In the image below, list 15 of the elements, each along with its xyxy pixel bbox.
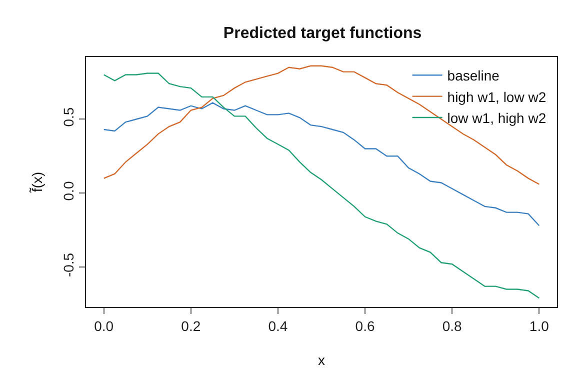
y-tick-label: 0.0 (60, 181, 76, 201)
x-tick-label: 1.0 (529, 318, 550, 334)
x-tick-label: 0.6 (355, 318, 375, 334)
x-tick-label: 0.8 (442, 318, 462, 334)
x-tick-label: 0.4 (268, 318, 288, 334)
x-tick-label: 0.0 (94, 318, 114, 334)
chart-title: Predicted target functions (223, 25, 422, 42)
y-tick-label: -0.5 (60, 252, 76, 278)
legend-label: low w1, high w2 (447, 110, 546, 126)
legend-label: baseline (447, 68, 500, 84)
x-tick-label: 0.2 (181, 318, 201, 334)
x-axis-title: x (318, 352, 325, 368)
legend-label: high w1, low w2 (447, 88, 546, 105)
y-axis-title: f̃(x) (28, 172, 45, 194)
y-tick-label: 0.5 (60, 107, 76, 127)
